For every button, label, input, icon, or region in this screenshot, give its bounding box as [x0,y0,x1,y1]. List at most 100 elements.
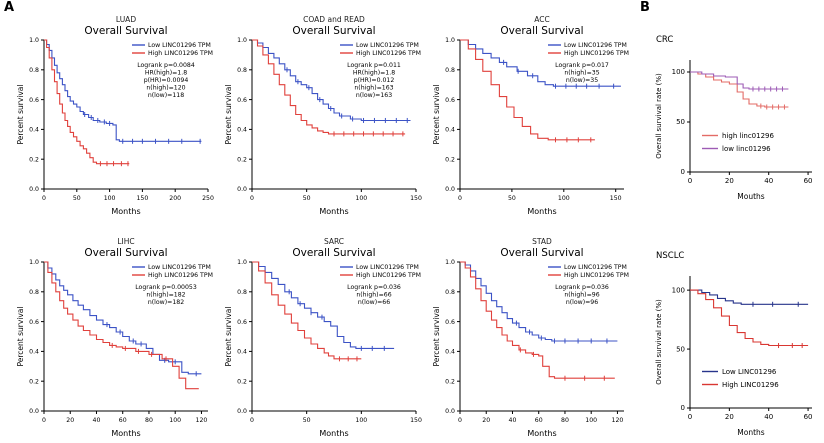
stat-line: p(HR)=0.012 [354,77,395,84]
y-tick-label: 0.2 [29,378,39,385]
y-axis-label: Percent survival [224,307,233,367]
x-tick-label: 60 [119,417,127,424]
legend-label: Low LINC01296 [722,368,777,376]
survival-curve-1 [460,39,595,141]
x-tick-label: 20 [725,413,734,421]
y-tick-label: 0.8 [29,67,39,74]
x-tick-label: 100 [355,417,367,424]
y-axis-label: Percent survival [16,85,25,145]
legend-label: High LINC01296 [722,381,779,389]
legend-label: Low LINC01296 TPM [148,264,211,271]
x-tick-label: 80 [145,417,153,424]
y-tick-label: 0.0 [445,408,455,415]
stat-line: n(low)=66 [358,299,390,306]
x-tick-label: 200 [169,195,181,202]
stat-line: n(high)=182 [146,292,185,299]
x-tick-label: 0 [250,417,254,424]
legend-label: Low LINC01296 TPM [148,42,211,49]
y-tick-label: 0.6 [29,319,39,326]
stat-line: n(high)=120 [146,85,185,92]
stat-line: p(HR)=0.0094 [144,77,189,84]
x-tick-label: 120 [612,417,624,424]
survival-curve-1 [252,39,406,135]
x-axis-label: Months [737,428,765,437]
y-tick-label: 0.2 [445,378,455,385]
y-tick-label: 50 [676,118,685,126]
stat-line: n(low)=35 [566,77,598,84]
survival-curve-0 [252,39,411,122]
y-tick-label: 1.0 [29,259,39,266]
x-axis-label: Months [319,429,348,438]
survival-curve-1 [690,71,789,90]
y-tick-label: 0.0 [237,408,247,415]
legend-label: Low LINC01296 TPM [564,264,627,271]
y-tick-label: 0.6 [237,97,247,104]
x-tick-label: 60 [804,413,813,421]
cancer-type-label: ACC [534,15,549,24]
survival-curve-0 [460,261,618,342]
survival-curve-1 [460,261,615,379]
survival-curve-1 [252,261,362,360]
survival-chart-stad: STAD Overall Survival 0 20 40 60 80 100 120 0.0 0.… [430,234,630,439]
x-tick-label: 0 [688,413,692,421]
stat-line: n(high)=163 [354,85,393,92]
chart-title: Overall Survival [500,247,583,259]
y-tick-label: 0.0 [29,186,39,193]
survival-chart-lihc: LIHC Overall Survival 0 20 40 60 80 100 120 0.0 0.… [14,234,214,439]
x-tick-label: 0 [458,195,462,202]
y-tick-label: 0.2 [237,156,247,163]
stat-line: Logrank p=0.017 [555,62,609,69]
x-tick-label: 40 [509,417,517,424]
y-tick-label: 0.8 [29,289,39,296]
crc-plot-svg: CRC 0 20 40 60 0 50 100 Mouths Overall survival r… [655,35,813,201]
stat-line: Logrank p=0.036 [555,284,609,291]
survival-chart-luad: LUAD Overall Survival 0 50 100 150 200 250 0.0 0.… [14,12,214,217]
y-tick-label: 0.6 [445,319,455,326]
legend-label: Low LINC01296 TPM [564,42,627,49]
stat-line: HR(high)=1.8 [145,70,187,77]
y-tick-label: 50 [676,345,685,353]
chart-title: CRC [656,35,673,45]
stat-line: n(low)=163 [356,92,392,99]
x-tick-label: 100 [585,417,597,424]
survival-curve-1 [44,39,130,165]
y-tick-label: 0.4 [237,127,247,134]
legend-label: High LINC01296 TPM [564,272,629,279]
y-axis-label: Percent survival [432,85,441,145]
legend-label: Low LINC01296 TPM [356,42,419,49]
y-tick-label: 1.0 [29,37,39,44]
stat-line: Logrank p=0.011 [347,62,401,69]
x-tick-label: 40 [764,177,773,185]
y-axis-label: Percent survival [432,307,441,367]
x-tick-label: 120 [196,417,208,424]
chart-title: NSCLC [656,251,684,261]
legend-label: High LINC01296 TPM [148,272,213,279]
cancer-type-label: COAD and READ [303,15,365,24]
y-tick-label: 0.6 [445,97,455,104]
stat-line: n(low)=182 [148,299,184,306]
cancer-type-label: LUAD [116,15,136,24]
legend-label: High LINC01296 TPM [356,272,421,279]
y-tick-label: 0.8 [445,289,455,296]
legend-label: low linc01296 [722,145,771,153]
y-tick-label: 1.0 [237,259,247,266]
y-tick-label: 0.2 [445,156,455,163]
chart-title: Overall Survival [84,247,167,259]
y-tick-label: 0.8 [237,67,247,74]
y-tick-label: 0.4 [445,349,455,356]
x-tick-label: 20 [482,417,490,424]
x-tick-label: 50 [73,195,81,202]
y-tick-label: 1.0 [445,37,455,44]
survival-chart-sarc: SARC Overall Survival 0 50 100 150 0.0 0.2 0.4 0.… [222,234,422,439]
legend-label: high linc01296 [722,132,774,140]
stat-line: n(high)=96 [564,292,599,299]
y-tick-label: 0.4 [29,127,39,134]
stat-line: n(low)=118 [148,92,184,99]
stat-line: Logrank p=0.00053 [135,284,197,291]
cancer-type-label: LIHC [117,237,134,246]
x-axis-label: Months [111,207,140,216]
x-tick-label: 50 [303,417,311,424]
